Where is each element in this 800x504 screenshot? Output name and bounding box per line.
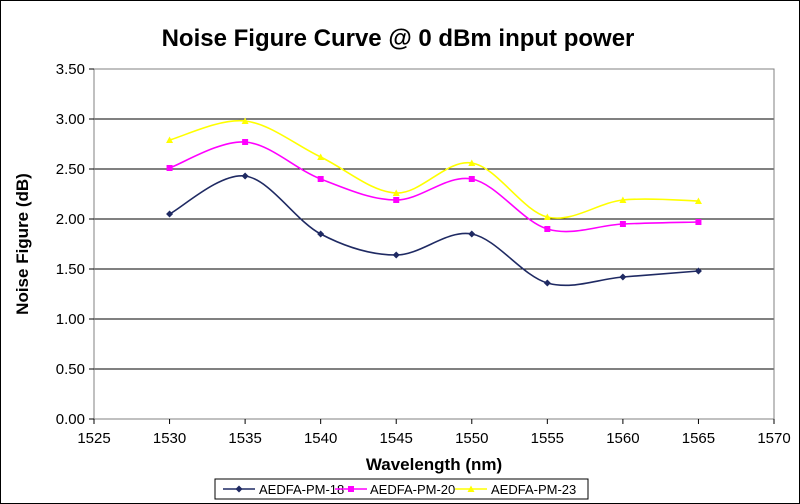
chart-title: Noise Figure Curve @ 0 dBm input power: [162, 25, 635, 52]
y-tick-label: 2.50: [56, 161, 85, 178]
series-line: [169, 141, 699, 233]
x-tick-label: 1560: [606, 430, 639, 447]
series-AEDFA-PM-23: [166, 117, 702, 220]
data-point: [468, 230, 476, 238]
data-point: [242, 139, 249, 145]
legend-marker: [348, 486, 354, 492]
x-tick-label: 1545: [380, 430, 413, 447]
x-tick-label: 1555: [531, 430, 564, 447]
series-line: [169, 120, 699, 219]
series-line: [169, 175, 699, 287]
legend-marker: [467, 485, 475, 492]
data-point: [392, 189, 400, 196]
y-axis-label: Noise Figure (dB): [13, 173, 32, 315]
data-point: [166, 210, 174, 218]
y-tick-label: 1.00: [56, 311, 85, 328]
y-tick-label: 0.00: [56, 411, 85, 428]
data-point: [468, 159, 476, 166]
data-point: [619, 221, 626, 227]
x-tick-label: 1530: [153, 430, 186, 447]
data-point: [166, 136, 174, 143]
data-point: [543, 213, 551, 220]
data-point: [619, 273, 627, 281]
data-point: [241, 172, 249, 180]
data-point: [317, 230, 325, 238]
y-tick-label: 3.50: [56, 61, 85, 78]
x-tick-label: 1525: [77, 430, 110, 447]
y-tick-label: 2.00: [56, 211, 85, 228]
legend-label: AEDFA-PM-18: [259, 482, 344, 497]
legend: AEDFA-PM-18 AEDFA-PM-20 AEDFA-PM-23: [214, 478, 589, 500]
x-tick-label: 1535: [228, 430, 261, 447]
series-AEDFA-PM-20: [166, 139, 702, 233]
x-tick-label: 1565: [682, 430, 715, 447]
x-axis-label: Wavelength (nm): [366, 455, 502, 474]
data-point: [695, 219, 702, 225]
series-AEDFA-PM-18: [166, 172, 702, 287]
data-point: [544, 226, 551, 232]
legend-marker: [235, 485, 243, 493]
grid-lines: [94, 118, 774, 370]
x-axis-ticks: 1525 1530 1535 1540 1545 1550 1555 1560 1565 1570: [77, 419, 791, 447]
plot-area: [93, 68, 775, 420]
data-point: [241, 117, 249, 124]
y-tick-label: 3.00: [56, 111, 85, 128]
y-tick-label: 0.50: [56, 361, 85, 378]
data-point: [317, 176, 324, 182]
data-point: [694, 267, 702, 275]
data-point: [392, 251, 400, 259]
data-point: [543, 279, 551, 287]
x-tick-label: 1540: [304, 430, 337, 447]
data-point: [468, 176, 475, 182]
y-axis-ticks: 0.00 0.50 1.00 1.50 2.00 2.50 3.00 3.50: [56, 61, 94, 428]
legend-box: [214, 478, 589, 500]
legend-label: AEDFA-PM-23: [491, 482, 576, 497]
data-point: [317, 153, 325, 160]
x-tick-label: 1550: [455, 430, 488, 447]
data-point: [694, 197, 702, 204]
data-point: [393, 197, 400, 203]
legend-label: AEDFA-PM-20: [370, 482, 455, 497]
data-point: [166, 165, 173, 171]
x-tick-label: 1570: [757, 430, 790, 447]
series-lines: [166, 117, 702, 287]
y-tick-label: 1.50: [56, 261, 85, 278]
data-point: [619, 196, 627, 203]
